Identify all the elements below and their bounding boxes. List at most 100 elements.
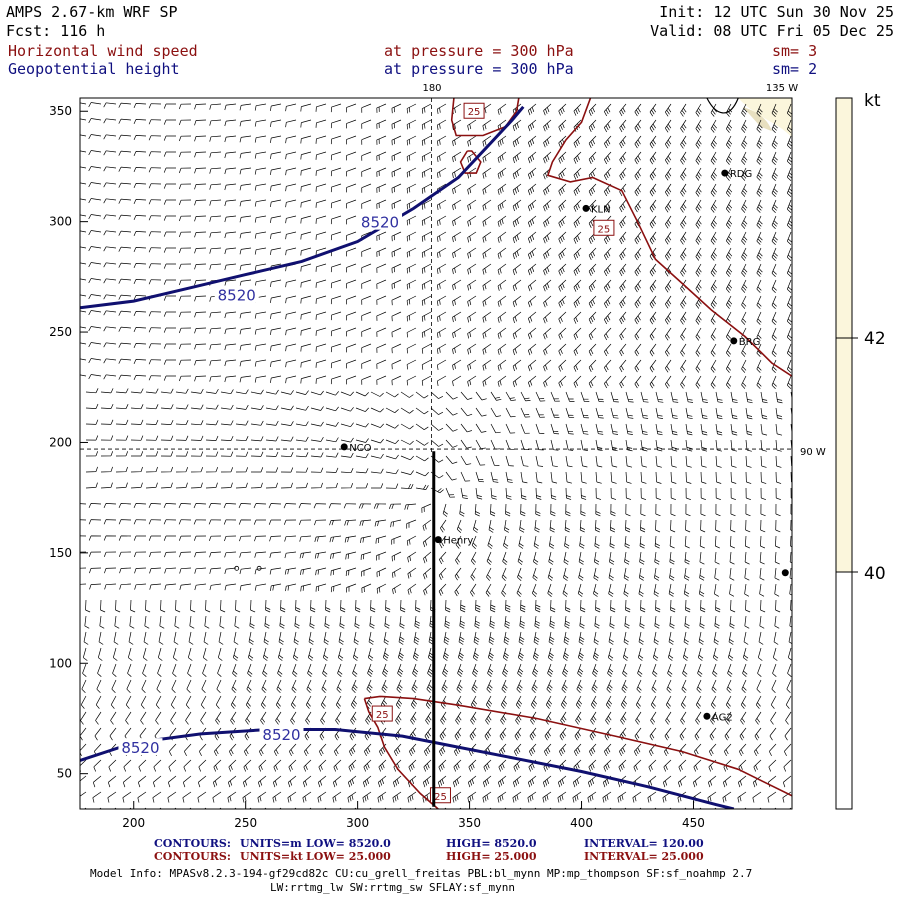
wind-barb xyxy=(786,231,792,245)
wind-barb xyxy=(500,695,508,709)
wind-barb xyxy=(436,295,447,306)
wind-barb xyxy=(208,519,222,525)
wind-barb xyxy=(573,183,582,196)
contours-speed-units: UNITS=kt xyxy=(240,850,304,863)
wind-barb xyxy=(725,151,733,165)
wind-barb xyxy=(340,437,354,443)
wind-barb xyxy=(497,279,507,291)
wind-barb xyxy=(680,183,687,197)
wind-barb xyxy=(362,775,372,788)
wind-barb xyxy=(209,359,222,366)
wind-barb xyxy=(97,663,102,677)
wind-barb xyxy=(573,151,582,164)
wind-barb xyxy=(270,311,282,319)
wind-barb xyxy=(257,791,267,803)
wind-barb xyxy=(80,567,87,569)
wind-barb xyxy=(155,711,162,725)
wind-barb xyxy=(376,279,387,289)
wind-barb xyxy=(406,375,417,386)
wind-barb xyxy=(564,519,570,533)
wind-barb xyxy=(771,119,778,133)
wind-barb xyxy=(714,615,720,629)
wind-barb xyxy=(376,151,387,161)
wind-barb xyxy=(501,679,508,693)
wind-barb xyxy=(769,727,777,741)
wind-barb xyxy=(310,482,323,489)
wind-barb xyxy=(649,343,657,357)
wind-barb xyxy=(280,599,286,613)
wind-barb xyxy=(438,567,447,580)
wind-barb xyxy=(413,631,420,645)
wind-barb xyxy=(348,743,357,757)
wind-barb xyxy=(305,711,312,725)
wind-barb xyxy=(497,327,507,339)
wind-barb xyxy=(588,375,597,388)
wind-barb xyxy=(634,151,642,165)
wind-barb xyxy=(457,647,464,661)
wind-barb xyxy=(235,420,249,426)
wind-barb xyxy=(148,247,162,253)
field1-smoothing: sm= 3 xyxy=(772,42,817,60)
wind-barb xyxy=(148,311,162,317)
wind-barb xyxy=(178,263,192,270)
wind-barb xyxy=(355,599,361,613)
wind-barb xyxy=(224,375,237,383)
wind-barb xyxy=(254,343,267,351)
wind-barb xyxy=(230,711,237,725)
wind-barb xyxy=(318,743,327,757)
wind-barb xyxy=(670,471,677,484)
wind-barb xyxy=(391,231,402,242)
wind-barb xyxy=(313,503,327,509)
wind-barb xyxy=(163,199,176,205)
wind-barb xyxy=(395,711,402,725)
wind-barb xyxy=(619,359,627,373)
wind-barb xyxy=(346,183,357,193)
wind-barb xyxy=(624,551,630,565)
wind-barb xyxy=(655,455,662,468)
speed-label-box xyxy=(371,705,393,722)
wind-barb xyxy=(576,679,583,693)
wind-barb xyxy=(741,199,748,213)
wind-barb xyxy=(595,471,602,484)
wind-barb xyxy=(148,519,162,525)
wind-barb xyxy=(325,467,339,473)
wind-barb xyxy=(133,247,147,253)
wind-barb xyxy=(133,231,147,237)
speed-contour-south-inner xyxy=(363,698,439,809)
wind-barb xyxy=(232,663,238,677)
wind-barb xyxy=(472,519,479,533)
wind-barb xyxy=(640,503,646,517)
wind-barb xyxy=(344,535,357,543)
wind-barb xyxy=(315,119,327,128)
wind-barb xyxy=(648,759,657,772)
wind-barb xyxy=(665,295,672,309)
wind-barb xyxy=(239,343,252,351)
wind-barb xyxy=(741,183,748,197)
wind-barb xyxy=(729,615,735,629)
wind-barb xyxy=(159,615,165,629)
wind-barb xyxy=(532,647,539,661)
wind-barb xyxy=(452,263,462,275)
wind-barb xyxy=(238,503,252,509)
wind-barb xyxy=(412,647,419,661)
wind-barb xyxy=(699,567,705,581)
wind-barb xyxy=(665,103,672,117)
wind-barb xyxy=(771,231,778,245)
wind-barb xyxy=(503,535,509,549)
wind-barb xyxy=(460,471,471,482)
wind-barb xyxy=(490,423,501,434)
wind-barb xyxy=(108,759,117,772)
wind-barb xyxy=(670,391,679,403)
wind-barb xyxy=(148,375,162,381)
wind-barb xyxy=(488,519,494,533)
wind-barb xyxy=(708,743,717,757)
wind-barb xyxy=(178,151,192,158)
wind-barb xyxy=(619,215,627,229)
wind-barb xyxy=(88,374,102,380)
wind-barb xyxy=(550,439,559,451)
wind-barb xyxy=(759,583,765,597)
wind-barb xyxy=(285,231,297,240)
wind-barb xyxy=(391,295,402,306)
wind-barb xyxy=(263,631,269,645)
wind-barb xyxy=(730,519,736,533)
